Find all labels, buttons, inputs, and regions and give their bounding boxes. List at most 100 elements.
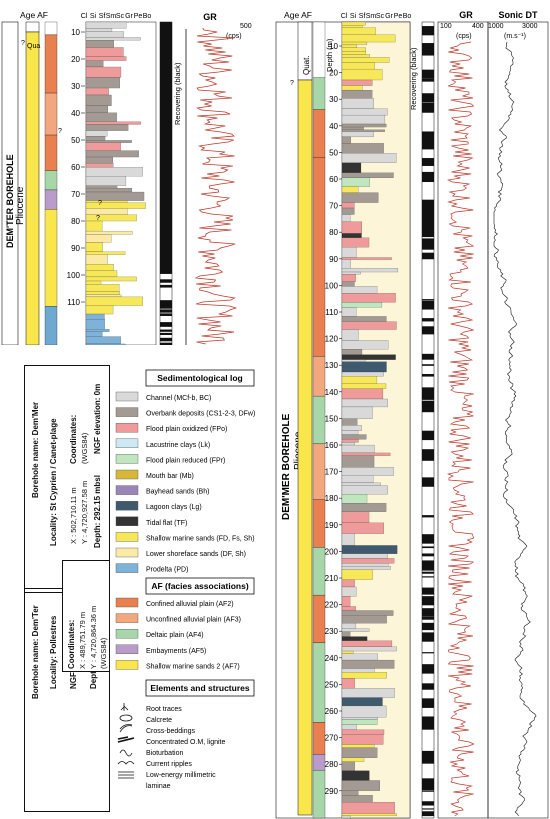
lithology-bed (85, 162, 114, 168)
lithology-bed (341, 129, 385, 132)
depth-tick-label: 130 (325, 361, 339, 370)
depth-tick-label: 30 (71, 82, 80, 91)
lithology-bed (341, 221, 363, 234)
dem-ter-coord-box: Coordinates: X : 489,751.79 m Y : 4,720,… (62, 560, 110, 672)
grain-size-header: Cl Si Sf Sm Sc Gr Pe Bo (341, 13, 412, 20)
lithology-bed (341, 293, 396, 303)
lithology-bed (341, 795, 373, 803)
sonic-header: Sonic DT (498, 10, 538, 20)
lithology-bed (341, 623, 357, 629)
legend-item-label: Bioturbation (146, 750, 183, 757)
lithology-bed (85, 264, 114, 271)
depth-tick-label: 60 (71, 163, 80, 172)
lithology-bed (85, 296, 143, 306)
question-mark: ? (21, 40, 25, 47)
legend-item-label: Flood plain oxidized (FPo) (146, 426, 227, 433)
lithology-bed (341, 494, 368, 504)
lithology-bed (85, 167, 143, 177)
gr-curve (194, 27, 238, 345)
lithology-bed (341, 672, 387, 679)
lithology-bed (341, 579, 355, 588)
lithology-bed (341, 281, 355, 287)
af-segment (44, 306, 58, 345)
legend-af-title-box (145, 577, 255, 595)
legend-item-label: Deltaic plain (AF4) (146, 632, 204, 639)
dem-mer-coord-x: X : 502,710.11 m (69, 487, 78, 544)
depth-tick-label: 270 (325, 734, 339, 743)
lithology-bed (341, 606, 356, 611)
lithology-bed (341, 177, 370, 187)
lithology-bed (85, 124, 129, 131)
legend-item-label: Calcrete (146, 717, 172, 724)
dem-ter-locality: Locality: Pollestres (49, 615, 58, 689)
lithology-bed (341, 376, 378, 384)
grain-size-label: Sm (106, 13, 117, 20)
lithology-bed (341, 114, 386, 125)
lithology-bed (341, 747, 378, 758)
grain-size-label: Pe (134, 13, 143, 20)
lithology-bed (341, 54, 370, 58)
depth-tick-label: 280 (325, 760, 339, 769)
lithology-bed (341, 610, 394, 616)
legend-swatch (115, 454, 139, 464)
legend-item-label: Concentrated O.M, lignite (146, 739, 225, 746)
legend-item-label: Overbank deposits (CS1-2-3, DFw) (146, 411, 255, 418)
af-segment (312, 754, 326, 771)
lithology-bed (341, 545, 398, 554)
lithology-bed (341, 659, 395, 669)
legend-item-label: Tidal flat (TF) (146, 520, 187, 527)
dem-mer-locality: Locality: St Cyprien / Canet-plage (49, 418, 58, 546)
legend-item-label: Current ripples (146, 761, 192, 768)
lithology-bed (341, 268, 399, 273)
lithology-bed (85, 21, 127, 29)
lithology-bed (341, 354, 396, 360)
lithology-bed (85, 331, 103, 337)
grain-size-label: Pe (394, 13, 403, 20)
age-af-header: Age AF (20, 10, 48, 20)
lithology-bed (341, 434, 367, 440)
lithology-bed (341, 79, 373, 86)
sonic-unit-label: (m.s⁻¹) (504, 33, 526, 40)
dem-ter-name: Borehole name: Dem'Ter (31, 605, 40, 699)
af-segment (312, 547, 326, 596)
lithology-bed (341, 162, 362, 173)
lithology-bed (341, 172, 394, 178)
legend-swatch (115, 391, 139, 402)
lithology-bed (341, 186, 359, 193)
question-mark: ? (290, 80, 294, 87)
grain-size-label: Bo (143, 13, 152, 20)
dem-mer-name: Borehole name: Dem'Mer (31, 401, 40, 498)
lithology-bed (341, 780, 380, 791)
lithology-bed (85, 305, 114, 315)
lithology-bed (341, 214, 351, 222)
lithology-bed (341, 485, 388, 495)
af-segment (312, 443, 326, 500)
dem-mer-coord-y: Y : 4,720,927.58 m (80, 480, 89, 544)
lithology-bed (85, 234, 112, 243)
lithology-bed (341, 761, 355, 771)
af-segment (312, 395, 326, 445)
dem-ter-quat: Qua (27, 43, 40, 50)
gr-max-label: 500 (240, 23, 252, 30)
af-segment (312, 499, 326, 548)
grain-size-header: Cl Si Sf Sm Sc Gr Pe Bo (81, 13, 152, 20)
lithology-bed (341, 640, 393, 647)
lithology-bed (341, 503, 387, 512)
lithology-bed (85, 31, 124, 38)
legend-item-label: Cross-beddings (146, 728, 196, 735)
depth-tick-label: 200 (325, 547, 339, 556)
grain-size-label: Sf (99, 13, 106, 20)
af-segment (44, 209, 58, 307)
lithology-bed (85, 343, 126, 345)
lithology-bed (341, 98, 374, 109)
lithology-bed (341, 34, 396, 43)
lithology-bed (85, 313, 105, 320)
lithology-bed (341, 259, 351, 269)
legend-item-label: Shallow marine sands (FD, Fs, Sh) (146, 535, 255, 542)
legend-swatch (115, 660, 139, 670)
grain-size-label: Cl (81, 13, 88, 20)
depth-tick-label: 210 (325, 574, 339, 583)
lithology-bed (85, 284, 120, 292)
legend-elements-list: Root traces Calcrete Cross-beddings Concent… (117, 703, 225, 790)
lithology-bed (85, 150, 139, 158)
